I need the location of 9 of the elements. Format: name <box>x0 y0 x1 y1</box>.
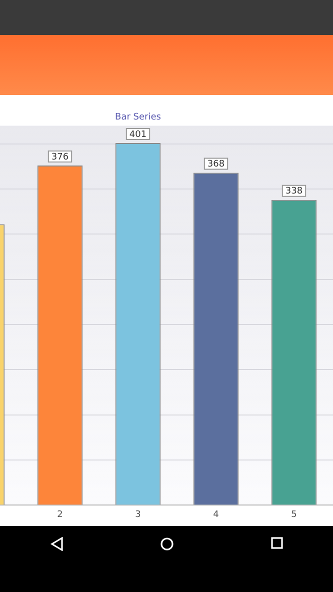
data-label: 368 <box>207 160 225 170</box>
data-label: 376 <box>51 152 69 162</box>
x-tick-label: 2 <box>57 510 63 520</box>
chart-title: Bar Series <box>115 112 162 123</box>
x-tick-label: 4 <box>213 510 220 520</box>
data-label: 338 <box>285 186 303 197</box>
data-label: 401 <box>129 130 147 140</box>
x-tick-label: 5 <box>291 510 297 520</box>
x-tick-label: 3 <box>135 510 141 520</box>
